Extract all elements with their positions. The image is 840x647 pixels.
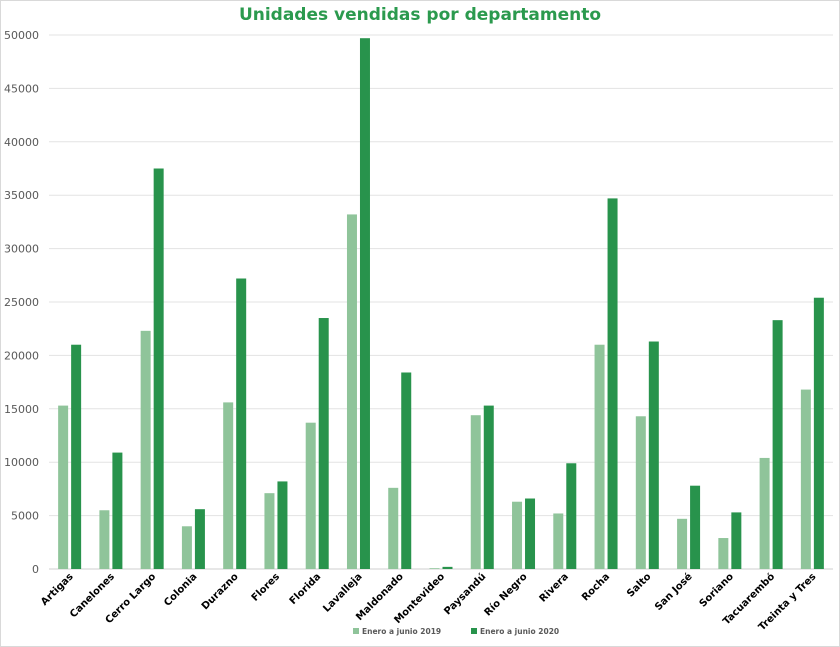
bar-2019 (429, 568, 440, 569)
legend-label: Enero a junio 2019 (362, 627, 441, 636)
bar-2019 (800, 389, 811, 569)
y-tick-label: 20000 (4, 349, 39, 362)
bar-2020 (112, 452, 123, 569)
legend-label: Enero a junio 2020 (480, 627, 559, 636)
x-tick-label: Paysandú (442, 571, 489, 618)
bar-2019 (346, 214, 357, 569)
bar-2019 (718, 538, 729, 569)
legend-swatch (471, 628, 477, 634)
bar-2020 (648, 341, 659, 569)
x-tick-label: Río Negro (482, 571, 530, 619)
bar-2020 (607, 198, 618, 570)
bar-2019 (99, 510, 110, 569)
bar-2020 (236, 278, 247, 569)
y-tick-label: 5000 (11, 510, 39, 523)
bar-2019 (223, 402, 234, 569)
bar-2020 (359, 38, 370, 570)
chart-title: Unidades vendidas por departamento (238, 5, 602, 25)
bar-2020 (690, 485, 701, 569)
x-tick-label: Rocha (580, 571, 612, 603)
bar-2019 (677, 518, 688, 569)
y-tick-label: 40000 (4, 136, 39, 149)
bar-2020 (153, 168, 164, 569)
bar-2020 (442, 566, 453, 569)
x-tick-label: Soriano (698, 571, 736, 609)
bar-2019 (635, 416, 646, 569)
bar-2019 (470, 415, 481, 569)
bar-2020 (566, 463, 577, 569)
x-tick-label: San José (652, 570, 694, 612)
x-tick-label: Salto (625, 571, 653, 599)
y-tick-label: 15000 (4, 403, 39, 416)
bar-2020 (731, 512, 742, 569)
bar-2019 (512, 501, 523, 569)
legend-swatch (353, 628, 359, 634)
x-tick-label: Florida (288, 571, 324, 607)
bar-2020 (318, 318, 329, 569)
x-tick-label: Flores (250, 571, 282, 603)
bar-2020 (194, 509, 205, 569)
y-tick-label: 45000 (4, 82, 39, 95)
bar-2020 (401, 372, 412, 569)
y-tick-label: 10000 (4, 456, 39, 469)
x-tick-label: Colonia (162, 571, 199, 608)
bar-2019 (759, 457, 770, 569)
x-tick-label: Durazno (200, 571, 241, 612)
bar-2020 (772, 320, 783, 569)
bar-2020 (813, 297, 824, 569)
bar-2019 (553, 513, 564, 569)
bar-2019 (388, 487, 399, 569)
bar-2020 (277, 481, 288, 569)
bar-2020 (71, 344, 82, 569)
y-tick-label: 30000 (4, 243, 39, 256)
x-tick-label: Lavalleja (321, 571, 364, 614)
x-tick-label: Rivera (538, 571, 571, 604)
bar-2019 (594, 344, 605, 569)
x-tick-label: Artigas (39, 571, 76, 608)
bar-2019 (140, 330, 151, 569)
bar-2019 (181, 526, 192, 569)
bar-2019 (58, 405, 69, 569)
bar-2020 (525, 498, 536, 569)
bar-2019 (305, 422, 316, 569)
y-tick-label: 0 (32, 563, 39, 576)
bar-2020 (483, 405, 494, 569)
y-tick-label: 50000 (4, 29, 39, 42)
y-tick-label: 25000 (4, 296, 39, 309)
bar-2019 (264, 493, 275, 569)
y-tick-label: 35000 (4, 189, 39, 202)
